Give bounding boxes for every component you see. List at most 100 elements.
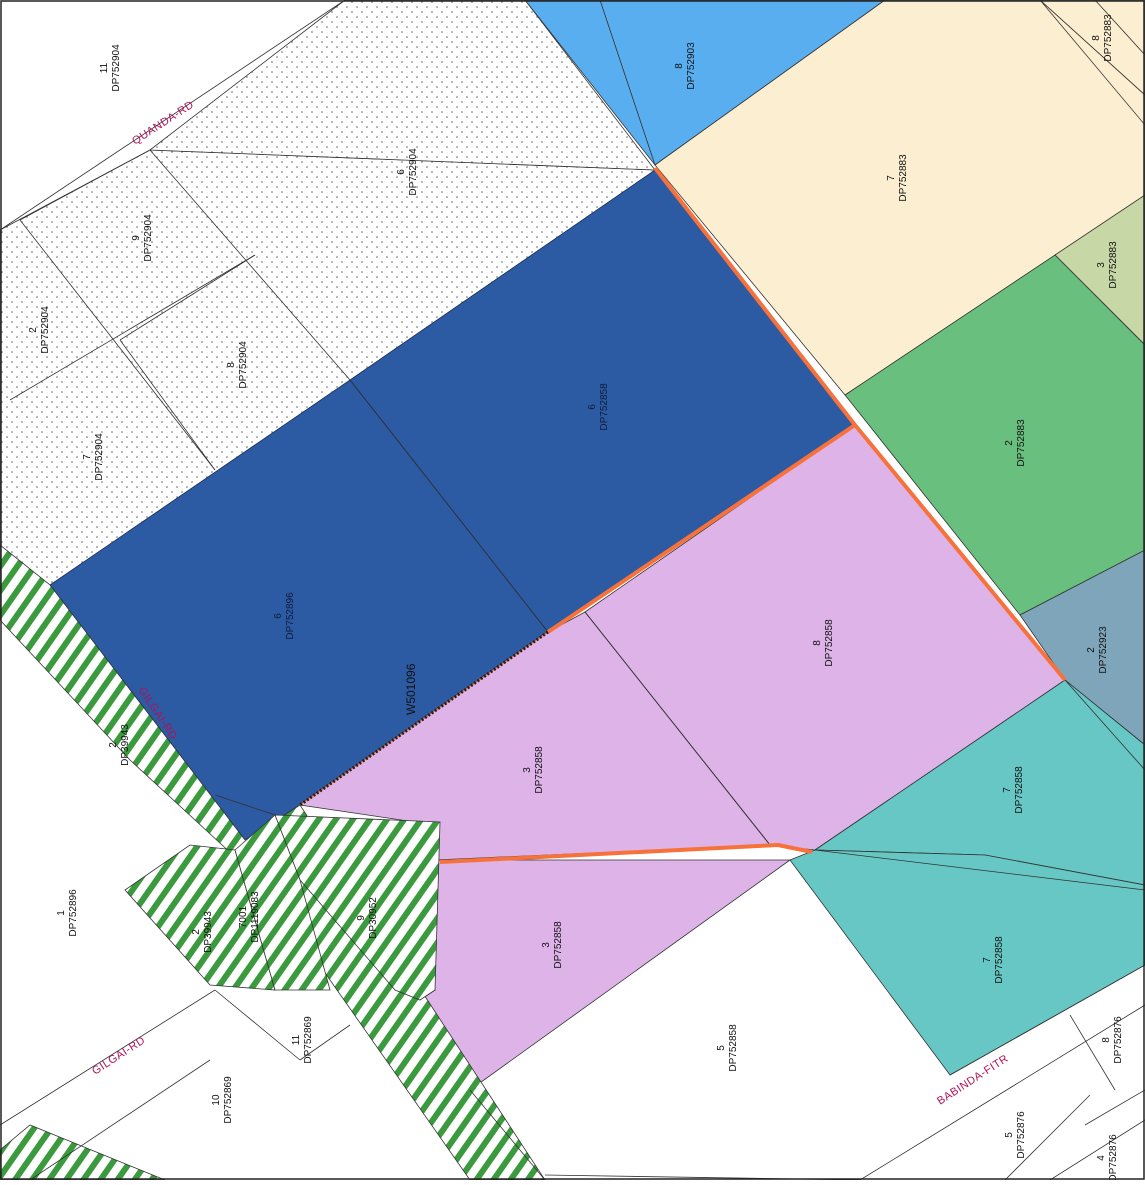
lot-dp: DP752876 <box>1113 1016 1124 1064</box>
lot-number: 7001 <box>238 905 249 928</box>
lot-number: 9 <box>356 915 367 921</box>
lot-dp: DP752858 <box>1014 766 1025 814</box>
lot-1-dp752896-label: 1 DP752896 <box>56 889 79 937</box>
lot-number: 1 <box>56 910 67 916</box>
lot-6-dp752904-label: 6 DP752904 <box>396 148 419 196</box>
lot-dp: DP752903 <box>686 42 697 90</box>
lot-2-dp752904-label: 2 DP752904 <box>28 306 51 354</box>
lot-dp: DP752869 <box>223 1076 234 1124</box>
lot-number: 11 <box>99 62 110 73</box>
lot-2-dp39943-label: 2 DP39943 <box>108 724 131 766</box>
lot-dp: DP39943 <box>203 911 214 953</box>
lot-11-dp752869-label: 11 DP752869 <box>291 1016 314 1064</box>
lot-number: 6 <box>396 169 407 175</box>
lot-4-dp752876-label: 4 DP752876 <box>1096 1134 1119 1182</box>
lot-number: 4 <box>1096 1155 1107 1161</box>
lot-number: 8 <box>674 63 685 69</box>
lot-2-dp752923-area <box>1019 549 1145 746</box>
lot-number: 6 <box>587 404 598 410</box>
lot-11-dp752904-label: 11 DP752904 <box>99 44 122 92</box>
lot-number: 8 <box>226 362 237 368</box>
lot-dp: DP752904 <box>143 214 154 262</box>
lot-3-dp752858-label-lower: 3 DP752858 <box>541 921 564 969</box>
lot-8-dp752876-label: 8 DP752876 <box>1101 1016 1124 1064</box>
lot-9-dp30952-label: 9 DP30952 <box>356 897 379 939</box>
lot-10-dp752869-label: 10 DP752869 <box>211 1076 234 1124</box>
lot-number: 7 <box>1002 787 1013 793</box>
lot-dp: DP752904 <box>94 433 105 481</box>
lot-dp: DP1119083 <box>250 891 261 943</box>
lot-2-dp752923-label: 2 DP752923 <box>1086 626 1109 674</box>
lot-number: 8 <box>1101 1037 1112 1043</box>
lot-number: 8 <box>812 640 823 646</box>
lot-7-dp752883-label: 7 DP752883 <box>886 154 909 202</box>
lot-8-dp752858-label: 8 DP752858 <box>812 619 835 667</box>
lot-dp: DP752858 <box>824 619 835 667</box>
lot-dp: DP752896 <box>68 889 79 937</box>
lot-dp: DP752858 <box>599 383 610 431</box>
lot-number: 8 <box>1091 35 1102 41</box>
annotation-w501096: W501096 <box>404 663 418 715</box>
lot-number: 2 <box>191 929 202 935</box>
lot-7-dp752904-label: 7 DP752904 <box>82 433 105 481</box>
lot-2-dp39943-label-lower: 2 DP39943 <box>191 911 214 953</box>
lot-6-dp752904-area <box>148 0 656 171</box>
lot-6-dp752858-label: 6 DP752858 <box>587 383 610 431</box>
lot-dp: DP752858 <box>994 936 1005 984</box>
lot-dp: DP30952 <box>368 897 379 939</box>
lot-8-dp752883-label: 8 DP752883 <box>1091 14 1114 62</box>
lot-3-dp752858-label-upper: 3 DP752858 <box>522 746 545 794</box>
lot-number: 5 <box>716 1045 727 1051</box>
lot-dp: DP752876 <box>1108 1134 1119 1180</box>
lot-number: 7 <box>982 957 993 963</box>
lot-dp: DP752896 <box>285 592 296 640</box>
lot-number: 7 <box>82 454 93 460</box>
lot-number: 3 <box>522 767 533 773</box>
lot-9-dp752904-label: 9 DP752904 <box>131 214 154 262</box>
lot-dp: DP752858 <box>553 921 564 969</box>
lot-number: 3 <box>1096 262 1107 268</box>
lot-5-dp752858-label: 5 DP752858 <box>716 1024 739 1072</box>
lot-number: 7 <box>886 175 897 181</box>
lot-dp: DP752904 <box>238 341 249 389</box>
lot-number: 6 <box>273 613 284 619</box>
subject-boundary <box>439 166 1067 864</box>
lot-number: 9 <box>131 235 142 241</box>
lot-number: 2 <box>1004 440 1015 446</box>
lot-6-dp752896-label: 6 DP752896 <box>273 592 296 640</box>
lot-dp: DP752869 <box>303 1016 314 1064</box>
lot-dp: DP752883 <box>1108 241 1119 289</box>
lot-number: 2 <box>108 742 119 748</box>
lot-dp: DP752876 <box>1016 1111 1027 1159</box>
lot-number: 3 <box>541 942 552 948</box>
lot-5-dp752876-label: 5 DP752876 <box>1004 1111 1027 1159</box>
lot-2-dp752883-label: 2 DP752883 <box>1004 419 1027 467</box>
lot-8-dp752904-label-2: 8 DP752904 <box>226 341 249 389</box>
lot-dp: DP752923 <box>1098 626 1109 674</box>
lot-dp: DP752883 <box>1103 14 1114 62</box>
lot-dp: DP752904 <box>111 44 122 92</box>
lot-dp: DP752883 <box>1016 419 1027 467</box>
lot-dp: DP752883 <box>898 154 909 202</box>
lot-7-dp752858-label-upper: 7 DP752858 <box>1002 766 1025 814</box>
lot-number: 2 <box>28 327 39 333</box>
lot-number: 2 <box>1086 647 1097 653</box>
lot-dp: DP752858 <box>534 746 545 794</box>
lot-dp: DP39943 <box>120 724 131 766</box>
lot-3-dp752883-label: 3 DP752883 <box>1096 241 1119 289</box>
lot-2-dp752883-area <box>844 254 1145 616</box>
lot-8-dp752883-area <box>1039 0 1145 96</box>
lot-dp: DP752858 <box>728 1024 739 1072</box>
lot-number: 5 <box>1004 1132 1015 1138</box>
lot-7001-area <box>234 814 331 991</box>
lot-dp: DP752904 <box>40 306 51 354</box>
lot-number: 11 <box>291 1034 302 1045</box>
lot-number: 10 <box>211 1094 222 1106</box>
lot-dp: DP752904 <box>408 148 419 196</box>
lot-7-dp752858-label-lower: 7 DP752858 <box>982 936 1005 984</box>
lot-7001-dp1119083-label: 7001 DP1119083 <box>238 891 261 943</box>
